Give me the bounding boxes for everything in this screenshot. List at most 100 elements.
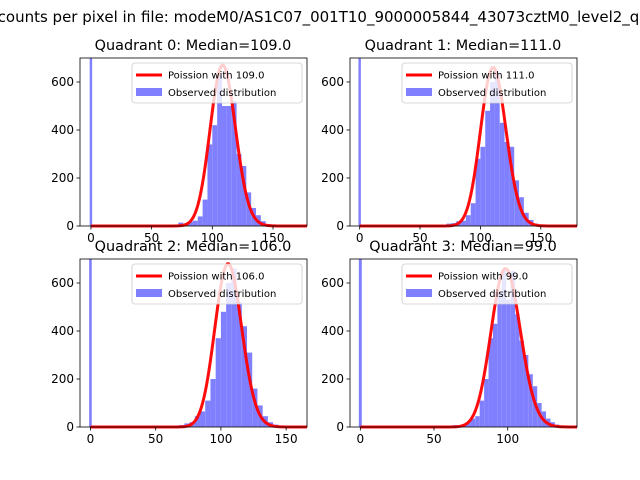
quadrant-0-ytick-label-200: 200 (51, 171, 74, 185)
quadrant-1-title: Quadrant 1: Median=111.0 (365, 38, 562, 54)
quadrant-2-y-axis: 0 200 400 600 (51, 276, 80, 434)
quadrant-2-legend-line-label: Poission with 106.0 (168, 272, 264, 283)
quadrant-3-bar-13 (488, 338, 493, 427)
quadrant-1-bar-14 (499, 122, 505, 226)
quadrant-2-xtick-label-150: 150 (275, 432, 298, 446)
quadrant-3-bar-12 (484, 379, 489, 427)
quadrant-3-y-axis: 0 200 400 600 (321, 276, 350, 434)
quadrant-0-xtick-label-0: 0 (87, 231, 95, 245)
quadrant-3-legend-line-label: Poission with 99.0 (438, 272, 528, 283)
quadrant-2-xtick-label-100: 100 (209, 432, 232, 446)
quadrant-1-xtick-label-50: 50 (412, 231, 427, 245)
quadrant-2-bar-5 (194, 416, 201, 427)
quadrant-3-bar-19 (515, 314, 520, 427)
quadrant-1-xtick-label-100: 100 (469, 231, 492, 245)
quadrant-1-legend-bar-label: Observed distribution (438, 88, 546, 99)
quadrant-2-bar-zero (89, 259, 92, 427)
quadrant-0-bar-16 (241, 166, 247, 226)
quadrant-0-bar-10 (212, 125, 218, 226)
quadrant-0-bar-7 (197, 216, 203, 226)
quadrant-1-bar-11 (485, 110, 491, 226)
quadrant-1-xtick-label-0: 0 (356, 231, 364, 245)
quadrant-1-legend-box (401, 62, 573, 104)
quadrant-2-bar-16 (252, 388, 258, 427)
quadrant-0-bar-17 (246, 192, 252, 226)
quadrant-2-bar-7 (205, 400, 211, 427)
quadrant-3-ytick-label-600: 600 (321, 276, 344, 290)
quadrant-1-bar-13 (494, 72, 500, 227)
quadrant-2-bar-8 (210, 379, 216, 427)
quadrant-1-bar-zero (358, 58, 361, 226)
quadrant-2-legend: Poission with 106.0 Observed distributio… (131, 263, 303, 305)
quadrant-0-ytick-label-600: 600 (51, 75, 74, 89)
quadrant-3-axes-frame (349, 258, 578, 428)
quadrant-0-bar-12 (222, 106, 227, 226)
quadrant-1-x-axis: 0 50 100 150 (356, 226, 552, 245)
quadrant-2-xtick-label-50: 50 (148, 432, 163, 446)
quadrant-2-bar-13 (236, 302, 242, 427)
quadrant-2-x-axis: 0 50 100 150 (87, 427, 298, 446)
quadrant-1-bar-15 (504, 142, 510, 226)
quadrant-3-bars (358, 259, 564, 427)
quadrant-2-xtick-label-0: 0 (87, 432, 95, 446)
quadrant-3-bar-16 (501, 271, 507, 427)
quadrant-3-legend-box (401, 263, 573, 305)
quadrant-2-bar-12 (231, 268, 237, 427)
quadrant-1-bar-7 (465, 215, 471, 226)
quadrant-2-ytick-label-0: 0 (66, 420, 74, 434)
quadrant-0-bar-8 (202, 199, 208, 226)
quadrant-3-bar-17 (506, 299, 511, 427)
quadrant-0-legend-box (131, 62, 303, 104)
quadrant-1-axes-frame (349, 57, 578, 227)
quadrant-0-bar-zero (89, 58, 93, 226)
quadrant-3-bar-15 (497, 292, 502, 427)
figure-title: Histogram of counts per pixel in file: m… (0, 8, 640, 27)
quadrant-0-xtick-label-150: 150 (262, 231, 285, 245)
quadrant-3-bar-21 (523, 355, 529, 427)
quadrant-1-bar-16 (509, 146, 515, 226)
quadrant-0-x-axis: 0 50 100 150 (87, 226, 284, 245)
quadrant-2-ytick-label-600: 600 (51, 276, 74, 290)
quadrant-2-legend-bar-label: Observed distribution (168, 289, 276, 300)
quadrant-2-axes-frame (79, 258, 308, 428)
quadrant-0-bar-6 (192, 220, 198, 226)
quadrant-3-bar-20 (519, 340, 524, 427)
quadrant-1-legend-line-label: Poission with 111.0 (438, 71, 534, 82)
quadrant-2-bars (89, 259, 289, 427)
quadrant-0-legend: Poission with 109.0 Observed distributio… (131, 62, 303, 104)
quadrant-0-title: Quadrant 0: Median=109.0 (95, 38, 292, 54)
quadrant-3-bar-10 (475, 416, 480, 427)
quadrant-2-ytick-label-200: 200 (51, 372, 74, 386)
quadrant-2-bar-14 (241, 326, 247, 427)
quadrant-2-bar-11 (226, 283, 232, 427)
quadrant-1-panel: Quadrant 1: Median=111.0 0 50 100 150 0 200 4… (321, 38, 578, 245)
quadrant-2-bar-15 (246, 352, 253, 427)
quadrant-0-bar-13 (226, 106, 232, 226)
quadrant-0-xtick-label-100: 100 (201, 231, 224, 245)
quadrant-3-bar-zero (358, 259, 362, 427)
quadrant-0-legend-line-label: Poission with 109.0 (168, 71, 264, 82)
quadrant-3-bar-22 (528, 374, 533, 427)
quadrant-3-ytick-label-200: 200 (321, 372, 344, 386)
quadrant-0-xtick-label-50: 50 (144, 231, 159, 245)
quadrant-0-y-axis: 0 200 400 600 (51, 75, 80, 233)
quadrant-1-ytick-label-600: 600 (321, 75, 344, 89)
quadrant-3-ytick-label-400: 400 (321, 324, 344, 338)
quadrant-2-ytick-label-400: 400 (51, 324, 74, 338)
quadrant-0-bar-15 (236, 154, 242, 226)
quadrant-1-bar-12 (490, 82, 495, 226)
quadrant-3-title: Quadrant 3: Median=99.0 (369, 239, 557, 255)
quadrant-3-ytick-label-0: 0 (336, 420, 344, 434)
quadrant-0-legend-bar-label: Observed distribution (168, 88, 276, 99)
quadrant-2-title: Quadrant 2: Median=106.0 (95, 239, 292, 255)
quadrant-2-bar-10 (220, 311, 227, 427)
quadrant-1-ytick-label-0: 0 (336, 219, 344, 233)
quadrant-3-panel: Quadrant 3: Median=99.0 0 50 100 0 200 400 60… (321, 239, 578, 446)
quadrant-1-xtick-label-150: 150 (529, 231, 552, 245)
quadrant-3-xtick-label-100: 100 (496, 432, 519, 446)
quadrant-1-ytick-label-200: 200 (321, 171, 344, 185)
quadrant-0-axes-frame (79, 57, 308, 227)
quadrant-3-bar-9 (470, 418, 476, 427)
quadrant-3-bar-18 (510, 271, 516, 427)
